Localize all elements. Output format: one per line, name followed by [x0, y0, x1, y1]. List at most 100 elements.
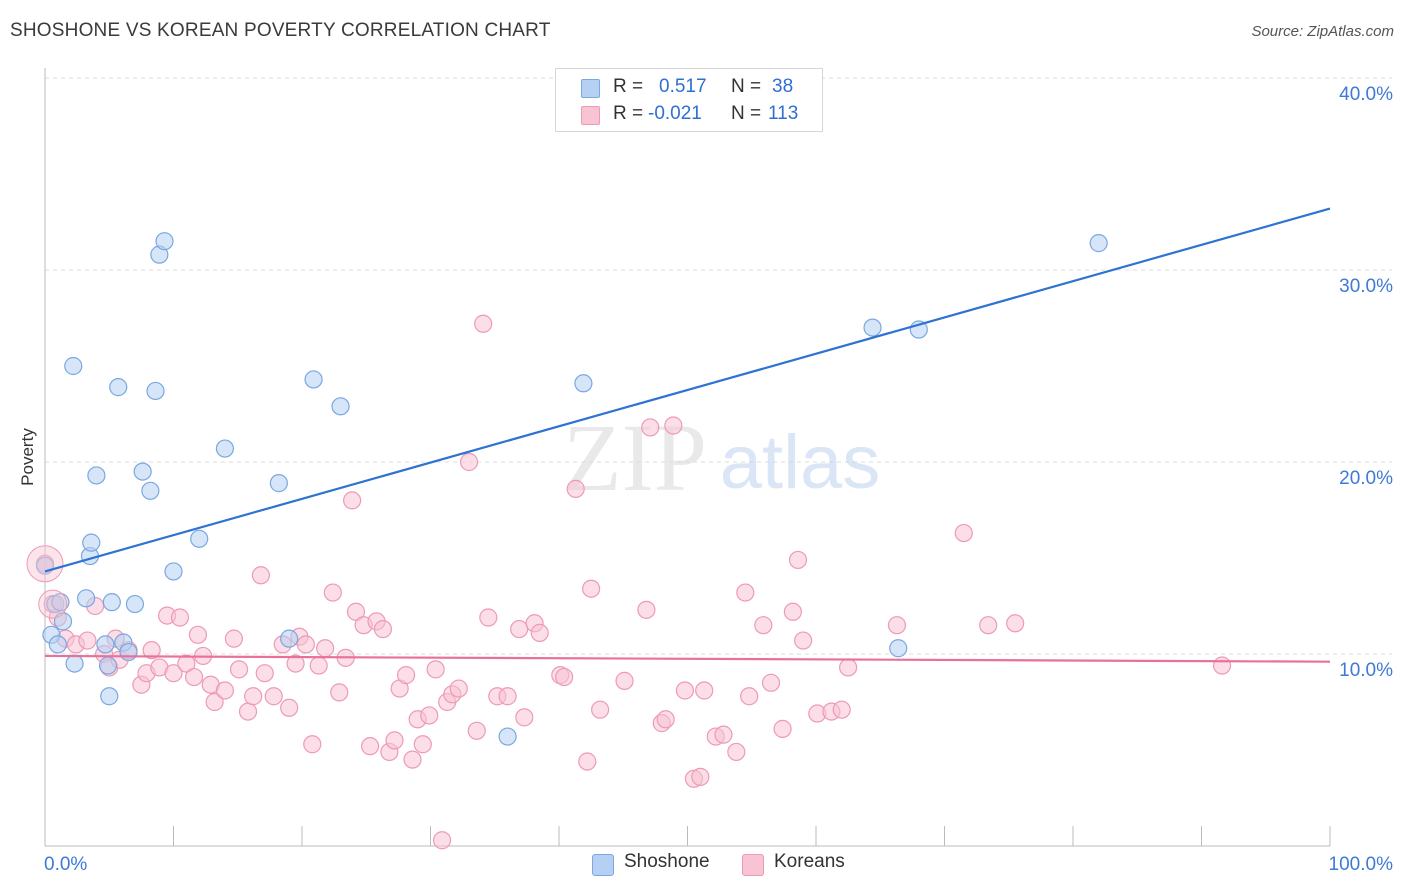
shoshone-point [280, 629, 299, 648]
legend-n-label: N = [731, 103, 762, 124]
shoshone-point [133, 462, 152, 481]
koreans-point [78, 631, 97, 650]
koreans-point [164, 664, 183, 683]
shoshone-point [65, 654, 84, 673]
koreans-point [578, 752, 597, 771]
shoshone-point [48, 635, 67, 654]
shoshone-point [331, 397, 350, 416]
shoshone-point [100, 687, 119, 706]
legend-r-label: R = [613, 76, 644, 97]
koreans-point [361, 737, 380, 756]
shoshone-point [77, 589, 96, 608]
koreans-point [170, 608, 190, 627]
koreans-point [727, 742, 746, 762]
koreans-point [474, 314, 493, 333]
koreans-point [591, 700, 610, 719]
koreans-point [309, 656, 328, 675]
koreans-point [238, 702, 258, 721]
koreans-point [582, 579, 601, 598]
koreans-point [783, 602, 802, 621]
trend-layer [44, 207, 1331, 663]
koreans-point [205, 692, 224, 712]
koreans-point [515, 708, 534, 727]
koreans-point [403, 750, 422, 769]
shoshone-point [155, 232, 174, 251]
shoshone-point [51, 593, 70, 612]
koreans-legend-swatch [742, 854, 764, 876]
koreans-point [498, 687, 517, 706]
grid-layer [45, 77, 1392, 655]
koreans-point [373, 619, 393, 639]
x-tick-label: 0.0% [44, 854, 87, 875]
points-layer [26, 232, 1232, 850]
koreans-point [343, 491, 362, 510]
shoshone-point [119, 642, 138, 662]
koreans-legend-label: Koreans [774, 851, 845, 872]
shoshone-swatch [581, 79, 600, 98]
y-axis-label: Poverty [18, 428, 37, 486]
shoshone-point [164, 562, 183, 581]
koreans-point [887, 616, 907, 635]
shoshone-trend-line [44, 207, 1331, 573]
koreans-point [675, 681, 695, 700]
shoshone-point [98, 656, 118, 675]
koreans-point [788, 550, 808, 570]
koreans-point [224, 629, 243, 648]
shoshone-point [304, 370, 323, 389]
koreans-point [479, 608, 498, 627]
koreans-point [385, 731, 404, 750]
koreans-point [794, 631, 813, 650]
koreans-point [691, 767, 710, 786]
koreans-point [188, 625, 208, 644]
shoshone-point [498, 727, 517, 746]
legend-n-label: N = [731, 76, 762, 97]
koreans-point [244, 687, 263, 706]
koreans-point [215, 681, 234, 700]
koreans-point [736, 583, 755, 602]
koreans-point [142, 641, 161, 660]
koreans-point [839, 658, 858, 677]
legend-row-shoshone: R = 0.517 N = 38 [556, 74, 822, 102]
koreans-point [316, 639, 335, 658]
shoshone-point [215, 439, 234, 458]
watermark: ZIP atlas [563, 404, 880, 511]
shoshone-point [141, 481, 160, 500]
y-tick-label: 20.0% [1339, 468, 1393, 489]
koreans-trend-line [44, 654, 1331, 663]
legend-n-value: 38 [772, 76, 794, 97]
koreans-point [323, 583, 342, 602]
shoshone-point [863, 318, 882, 337]
koreans-point [832, 700, 851, 719]
koreans-point [656, 710, 675, 729]
koreans-point [754, 616, 773, 635]
y-tick-label: 40.0% [1339, 84, 1393, 105]
koreans-point [740, 687, 759, 706]
koreans-point [346, 602, 366, 621]
koreans-point [177, 654, 196, 673]
shoshone-point [102, 593, 121, 612]
koreans-point [184, 667, 204, 687]
y-tick-label: 10.0% [1339, 660, 1393, 681]
koreans-point [280, 698, 299, 717]
shoshone-point [889, 639, 908, 658]
legend-n-value: 113 [768, 103, 799, 124]
shoshone-point [574, 374, 593, 393]
koreans-point [954, 523, 973, 543]
koreans-point [396, 666, 416, 685]
koreans-point [637, 600, 656, 619]
koreans-point [420, 706, 439, 725]
koreans-point [426, 660, 445, 679]
koreans-point [330, 683, 349, 702]
shoshone-point [96, 635, 115, 654]
koreans-point [510, 619, 529, 639]
koreans-point [264, 687, 283, 706]
shoshone-point [125, 594, 145, 614]
koreans-swatch [581, 106, 600, 125]
shoshone-point [64, 356, 83, 376]
watermark-zip: ZIP [563, 404, 707, 511]
koreans-point [251, 566, 270, 585]
legend-r-value: -0.021 [648, 103, 702, 124]
legend-r-value: 0.517 [659, 76, 707, 97]
koreans-point [286, 654, 305, 673]
shoshone-point [1089, 234, 1108, 253]
